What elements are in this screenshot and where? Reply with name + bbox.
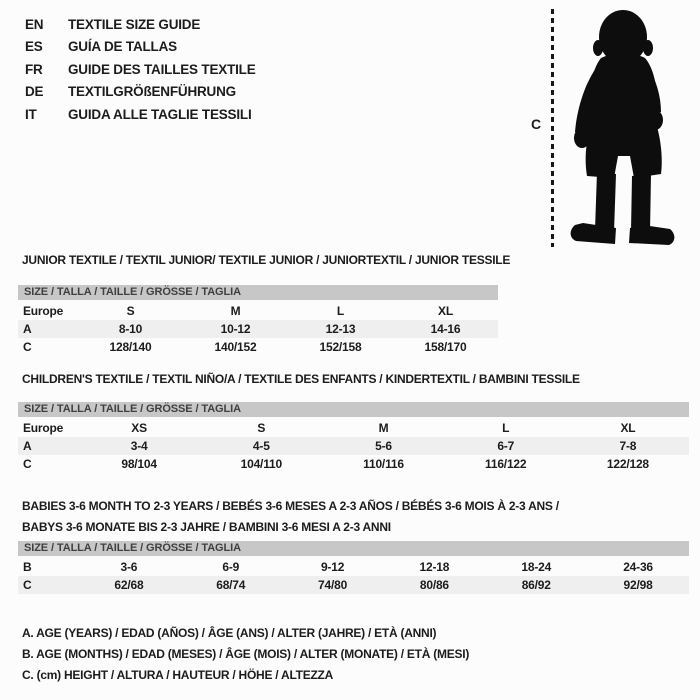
- lang-code: IT: [25, 106, 37, 122]
- age-cell: 14-16: [430, 322, 461, 336]
- size-header-bar: SIZE / TALLA / TAILLE / GRÖSSE / TAGLIA: [18, 285, 498, 300]
- babies-section-heading: BABIES 3-6 MONTH TO 2-3 YEARS / BEBÉS 3-…: [22, 496, 559, 538]
- dashed-height-line: [551, 9, 554, 247]
- size-header-bar: SIZE / TALLA / TAILLE / GRÖSSE / TAGLIA: [18, 541, 689, 556]
- lang-code: ES: [25, 39, 43, 55]
- height-cell: 140/152: [214, 340, 257, 354]
- children-section-heading: CHILDREN'S TEXTILE / TEXTIL NIÑO/A / TEX…: [22, 372, 580, 386]
- height-cell: 122/128: [606, 457, 649, 471]
- height-cell: 80/86: [419, 578, 449, 592]
- size-cell: L: [502, 421, 510, 435]
- age-cell: 3-6: [120, 560, 138, 574]
- row-label: A: [23, 322, 32, 336]
- footnote-c: C. (cm) HEIGHT / ALTURA / HAUTEUR / HÖHE…: [22, 668, 334, 682]
- height-cell: 110/116: [363, 457, 404, 471]
- size-header-bar: SIZE / TALLA / TAILLE / GRÖSSE / TAGLIA: [18, 402, 689, 417]
- lang-code: DE: [25, 84, 44, 100]
- size-cell: XL: [438, 304, 453, 318]
- babies-size-table: SIZE / TALLA / TAILLE / GRÖSSE / TAGLIA …: [18, 541, 689, 594]
- row-label: C: [23, 340, 32, 354]
- row-label: C: [23, 457, 32, 471]
- babies-heading-line1: BABIES 3-6 MONTH TO 2-3 YEARS / BEBÉS 3-…: [22, 499, 559, 513]
- height-cell: 92/98: [623, 578, 653, 592]
- lang-row-it: IT GUIDA ALLE TAGLIE TESSILI: [25, 104, 256, 126]
- row-label: Europe: [23, 421, 64, 435]
- row-label: C: [23, 578, 32, 592]
- age-cell: 12-18: [419, 560, 450, 574]
- footnote-b: B. AGE (MONTHS) / EDAD (MESES) / ÂGE (MO…: [22, 647, 470, 661]
- table-row-europe: Europe S M L XL: [18, 302, 498, 320]
- age-cell: 7-8: [619, 439, 637, 453]
- height-cell: 116/122: [485, 457, 527, 471]
- table-row-height-cm: C 98/104 104/110 110/116 116/122 122/128: [18, 455, 689, 473]
- age-cell: 6-7: [497, 439, 515, 453]
- size-cell: L: [336, 304, 345, 318]
- age-cell: 18-24: [521, 560, 552, 574]
- lang-label: TEXTILE SIZE GUIDE: [68, 17, 201, 32]
- size-cell: M: [378, 421, 389, 435]
- height-cell: 128/140: [109, 340, 152, 354]
- table-row-age-years: A 8-10 10-12 12-13 14-16: [18, 320, 498, 338]
- age-cell: 10-12: [220, 322, 251, 336]
- footnote-legend: A. AGE (YEARS) / EDAD (AÑOS) / ÂGE (ANS)…: [22, 623, 469, 686]
- junior-size-table: SIZE / TALLA / TAILLE / GRÖSSE / TAGLIA …: [18, 285, 498, 356]
- lang-label: GUÍA DE TALLAS: [68, 39, 177, 55]
- height-cell: 158/170: [424, 340, 467, 354]
- junior-section-heading: JUNIOR TEXTILE / TEXTIL JUNIOR/ TEXTILE …: [22, 253, 511, 267]
- age-cell: 6-9: [222, 560, 240, 574]
- age-cell: 5-6: [375, 439, 392, 453]
- lang-code: EN: [25, 17, 44, 32]
- age-cell: 24-36: [623, 560, 653, 574]
- height-cell: 98/104: [121, 457, 157, 471]
- size-cell: S: [126, 304, 135, 318]
- table-row-height-cm: C 62/68 68/74 74/80 80/86 86/92 92/98: [18, 576, 689, 594]
- height-measure-label-c: C: [531, 116, 542, 132]
- row-label: A: [23, 439, 32, 453]
- age-cell: 12-13: [325, 322, 356, 336]
- row-label: B: [23, 560, 32, 574]
- lang-label: TEXTILGRÖßENFÜHRUNG: [68, 84, 236, 100]
- children-size-table: SIZE / TALLA / TAILLE / GRÖSSE / TAGLIA …: [18, 402, 689, 473]
- age-cell: 8-10: [118, 322, 143, 336]
- lang-code: FR: [25, 61, 43, 77]
- lang-row-es: ES GUÍA DE TALLAS: [25, 36, 256, 58]
- height-cell: 68/74: [216, 578, 246, 592]
- height-cell: 152/158: [319, 340, 362, 354]
- language-title-list: EN TEXTILE SIZE GUIDE ES GUÍA DE TALLAS …: [25, 14, 256, 126]
- toddler-silhouette-icon: [570, 10, 675, 245]
- size-cell: M: [230, 304, 241, 318]
- table-row-europe: Europe XS S M L XL: [18, 419, 689, 437]
- lang-label: GUIDA ALLE TAGLIE TESSILI: [68, 106, 252, 122]
- height-cell: 104/110: [240, 457, 283, 471]
- lang-row-de: DE TEXTILGRÖßENFÜHRUNG: [25, 81, 256, 103]
- table-row-age-months: B 3-6 6-9 9-12 12-18 18-24 24-36: [18, 558, 689, 576]
- lang-row-fr: FR GUIDE DES TAILLES TEXTILE: [25, 59, 256, 81]
- height-cell: 74/80: [318, 578, 348, 592]
- table-row-height-cm: C 128/140 140/152 152/158 158/170: [18, 338, 498, 356]
- size-cell: XL: [620, 421, 636, 435]
- age-cell: 4-5: [252, 439, 270, 453]
- height-cell: 62/68: [114, 578, 144, 592]
- age-cell: 9-12: [320, 560, 345, 574]
- lang-row-en: EN TEXTILE SIZE GUIDE: [25, 14, 256, 36]
- lang-label: GUIDE DES TAILLES TEXTILE: [68, 61, 256, 77]
- footnote-a: A. AGE (YEARS) / EDAD (AÑOS) / ÂGE (ANS)…: [22, 626, 437, 640]
- size-cell: XS: [131, 421, 147, 435]
- row-label: Europe: [23, 304, 64, 318]
- table-row-age-years: A 3-4 4-5 5-6 6-7 7-8: [18, 437, 689, 455]
- size-cell: S: [257, 421, 266, 435]
- height-cell: 86/92: [521, 578, 551, 592]
- babies-heading-line2: BABYS 3-6 MONATE BIS 2-3 JAHRE / BAMBINI…: [22, 520, 391, 534]
- age-cell: 3-4: [130, 439, 148, 453]
